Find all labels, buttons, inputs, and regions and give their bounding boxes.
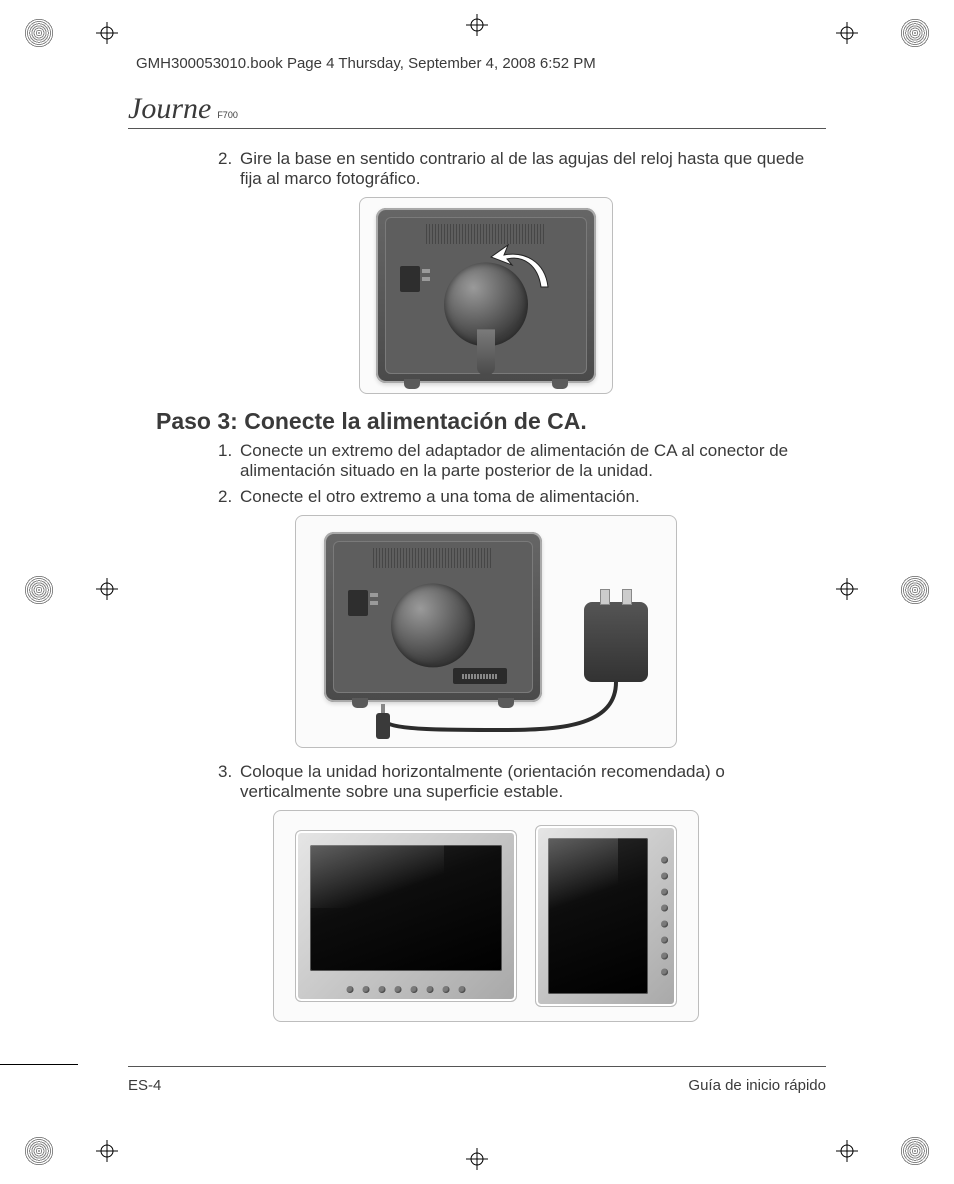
list-text: Conecte el otro extremo a una toma de al… (240, 487, 650, 507)
list-item: 2. Gire la base en sentido contrario al … (218, 149, 816, 189)
list-number: 3. (218, 762, 240, 802)
footer-page-number: ES-4 (128, 1077, 161, 1094)
figure-orientation (156, 810, 816, 1022)
rotate-arrow-icon (490, 243, 550, 293)
brand-model: F700 (217, 110, 238, 120)
frame-horizontal-icon (295, 830, 517, 1002)
list-item: 1. Conecte un extremo del adaptador de a… (218, 441, 816, 481)
brand-header: Journe F700 (128, 90, 826, 124)
registration-mark-icon (96, 1140, 118, 1162)
list-text: Gire la base en sentido contrario al de … (240, 149, 816, 189)
power-plug-icon (376, 713, 390, 739)
crop-mark-icon (24, 18, 54, 48)
list-number: 2. (218, 487, 240, 507)
registration-mark-icon (466, 14, 488, 36)
page-footer: ES-4 Guía de inicio rápido (128, 1066, 826, 1094)
list-text: Coloque la unidad horizontalmente (orien… (240, 762, 816, 802)
crop-mark-icon (24, 575, 54, 605)
page-content: Journe F700 2. Gire la base en sentido c… (128, 90, 826, 1094)
registration-mark-icon (96, 578, 118, 600)
list-item: 3. Coloque la unidad horizontalmente (or… (218, 762, 816, 802)
section-heading: Paso 3: Conecte la alimentación de CA. (156, 408, 816, 435)
list-number: 2. (218, 149, 240, 189)
print-header-text: GMH300053010.book Page 4 Thursday, Septe… (136, 55, 596, 72)
frame-vertical-icon (535, 825, 677, 1007)
registration-mark-icon (96, 22, 118, 44)
registration-mark-icon (836, 22, 858, 44)
list-number: 1. (218, 441, 240, 481)
figure-rotate-base (156, 197, 816, 394)
footer-doc-title: Guía de inicio rápido (688, 1077, 826, 1094)
power-cable-icon (306, 524, 666, 739)
registration-mark-icon (836, 578, 858, 600)
list-item: 2. Conecte el otro extremo a una toma de… (218, 487, 650, 507)
crop-mark-icon (24, 1136, 54, 1166)
brand-name: Journe (128, 94, 211, 124)
registration-mark-icon (466, 1148, 488, 1170)
figure-power-adapter (156, 515, 816, 748)
registration-mark-icon (836, 1140, 858, 1162)
crop-mark-icon (900, 1136, 930, 1166)
header-rule (128, 128, 826, 129)
crop-mark-icon (900, 18, 930, 48)
list-text: Conecte un extremo del adaptador de alim… (240, 441, 816, 481)
body-content: 2. Gire la base en sentido contrario al … (128, 149, 826, 1022)
cut-line (0, 1064, 78, 1065)
crop-mark-icon (900, 575, 930, 605)
